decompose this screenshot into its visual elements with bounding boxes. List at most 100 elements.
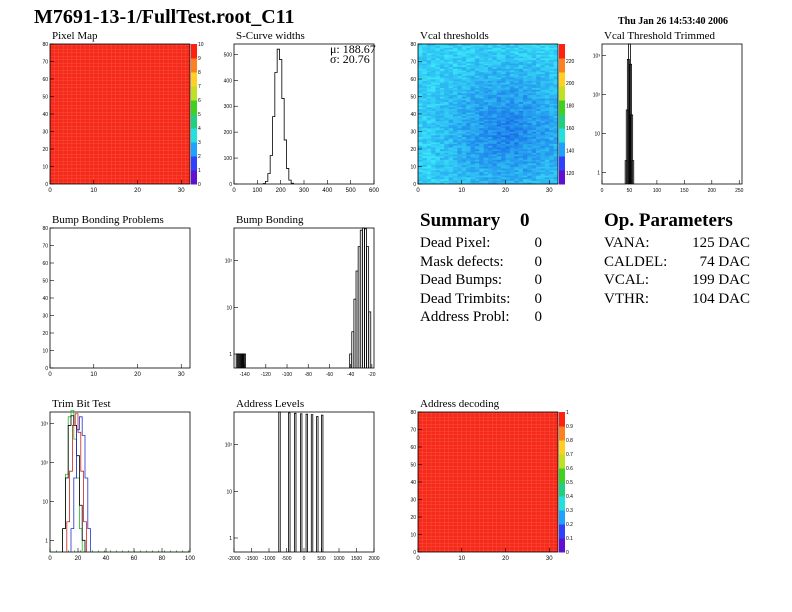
heatmap-cell — [431, 63, 436, 66]
heatmap-cell — [509, 45, 515, 48]
heatmap-cell — [509, 56, 515, 59]
heatmap-cell — [422, 175, 428, 178]
heatmap-cell — [496, 112, 502, 115]
heatmap-cell — [418, 86, 423, 89]
plot-frame — [49, 227, 191, 369]
heatmap-cell — [514, 45, 519, 48]
heatmap-cell — [514, 157, 519, 160]
y-tick-label: 10³ — [41, 422, 49, 428]
heatmap-cell — [474, 164, 480, 167]
heatmap-cell — [483, 128, 489, 131]
heatmap-cell — [509, 138, 515, 141]
heatmap-cell — [505, 173, 511, 176]
heatmap-cell — [479, 56, 484, 59]
panel-title-bump-problems: Bump Bonding Problems — [52, 214, 164, 226]
heatmap-cell — [523, 168, 528, 171]
heatmap-cell — [518, 173, 524, 176]
heatmap-cell — [435, 128, 441, 131]
heatmap-cell — [474, 45, 480, 48]
heatmap-cell — [492, 147, 498, 150]
heatmap-cell — [479, 96, 484, 99]
heatmap-cell — [483, 59, 489, 62]
heatmap-cell — [523, 173, 528, 176]
heatmap-cell — [457, 140, 463, 143]
heatmap-cell — [461, 119, 467, 122]
heatmap-cell — [509, 112, 515, 115]
heatmap-cell — [531, 149, 537, 152]
heatmap-cell — [470, 128, 476, 131]
heatmap-cell — [527, 54, 533, 57]
heatmap-cell — [505, 77, 511, 80]
heatmap-cell — [435, 142, 441, 145]
heatmap-cell — [531, 91, 537, 94]
heatmap-cell — [444, 122, 449, 125]
heatmap-cell — [505, 164, 511, 167]
heatmap-cell — [474, 152, 480, 155]
heatmap-cell — [518, 91, 524, 94]
heatmap-cell — [531, 73, 537, 76]
heatmap-cell — [527, 166, 533, 169]
heatmap-cell — [540, 103, 546, 106]
heatmap-cell — [505, 114, 511, 117]
x-tick-label: 0 — [416, 188, 420, 194]
heatmap-cell — [505, 100, 511, 103]
heatmap-cell — [435, 52, 441, 55]
heatmap-cell — [509, 77, 515, 80]
heatmap-cell — [553, 124, 559, 127]
heatmap-cell — [496, 121, 502, 124]
x-tick-label: 300 — [299, 188, 310, 194]
heatmap-cell — [523, 138, 528, 141]
heatmap-cell — [439, 157, 445, 160]
heatmap-cell — [479, 170, 484, 173]
heatmap-cell — [479, 77, 484, 80]
heatmap-cell — [426, 63, 432, 66]
heatmap-cell — [501, 156, 506, 159]
heatmap-cell — [435, 149, 441, 152]
heatmap-cell — [422, 82, 428, 85]
colorbar-segment — [191, 72, 197, 87]
heatmap-cell — [457, 80, 463, 83]
heatmap-cell — [439, 114, 445, 117]
heatmap-cell — [479, 131, 484, 134]
heatmap-cell — [426, 58, 432, 61]
plot-frame — [233, 227, 375, 369]
heatmap-cell — [523, 140, 528, 143]
plot-frame — [233, 43, 375, 185]
heatmap-cell — [457, 119, 463, 122]
heatmap-cell — [457, 82, 463, 85]
heatmap-cell — [553, 126, 559, 129]
summary-value: 0 — [534, 309, 543, 325]
heatmap-cell — [453, 80, 458, 83]
heatmap-cell — [431, 150, 436, 153]
heatmap-cell — [553, 89, 559, 92]
heatmap-cell — [431, 80, 436, 83]
heatmap-cell — [448, 177, 454, 180]
heatmap-cell — [483, 47, 489, 50]
heatmap-cell — [549, 114, 554, 117]
heatmap-cell — [536, 75, 541, 78]
y-tick-label: 10² — [41, 461, 49, 467]
heatmap-cell — [422, 107, 428, 110]
heatmap-cell — [448, 70, 454, 73]
heatmap-cell — [518, 96, 524, 99]
heatmap-cell — [509, 177, 515, 180]
heatmap-cell — [470, 65, 476, 68]
heatmap-cell — [518, 122, 524, 125]
heatmap-cell — [453, 163, 458, 166]
heatmap-cell — [492, 110, 498, 113]
heatmap-cell — [514, 115, 519, 118]
heatmap-cell — [483, 84, 489, 87]
heatmap-cell — [509, 87, 515, 90]
heatmap-cell — [422, 122, 428, 125]
heatmap-cell — [474, 182, 480, 185]
heatmap-cell — [448, 156, 454, 159]
heatmap-cell — [549, 121, 554, 124]
heatmap-cell — [553, 157, 559, 160]
heatmap-cell — [501, 136, 506, 139]
heatmap-cell — [426, 52, 432, 55]
heatmap-cell — [492, 182, 498, 185]
heatmap-cell — [418, 66, 423, 69]
heatmap-cell — [549, 163, 554, 166]
heatmap-cell — [479, 65, 484, 68]
heatmap-cell — [536, 98, 541, 101]
